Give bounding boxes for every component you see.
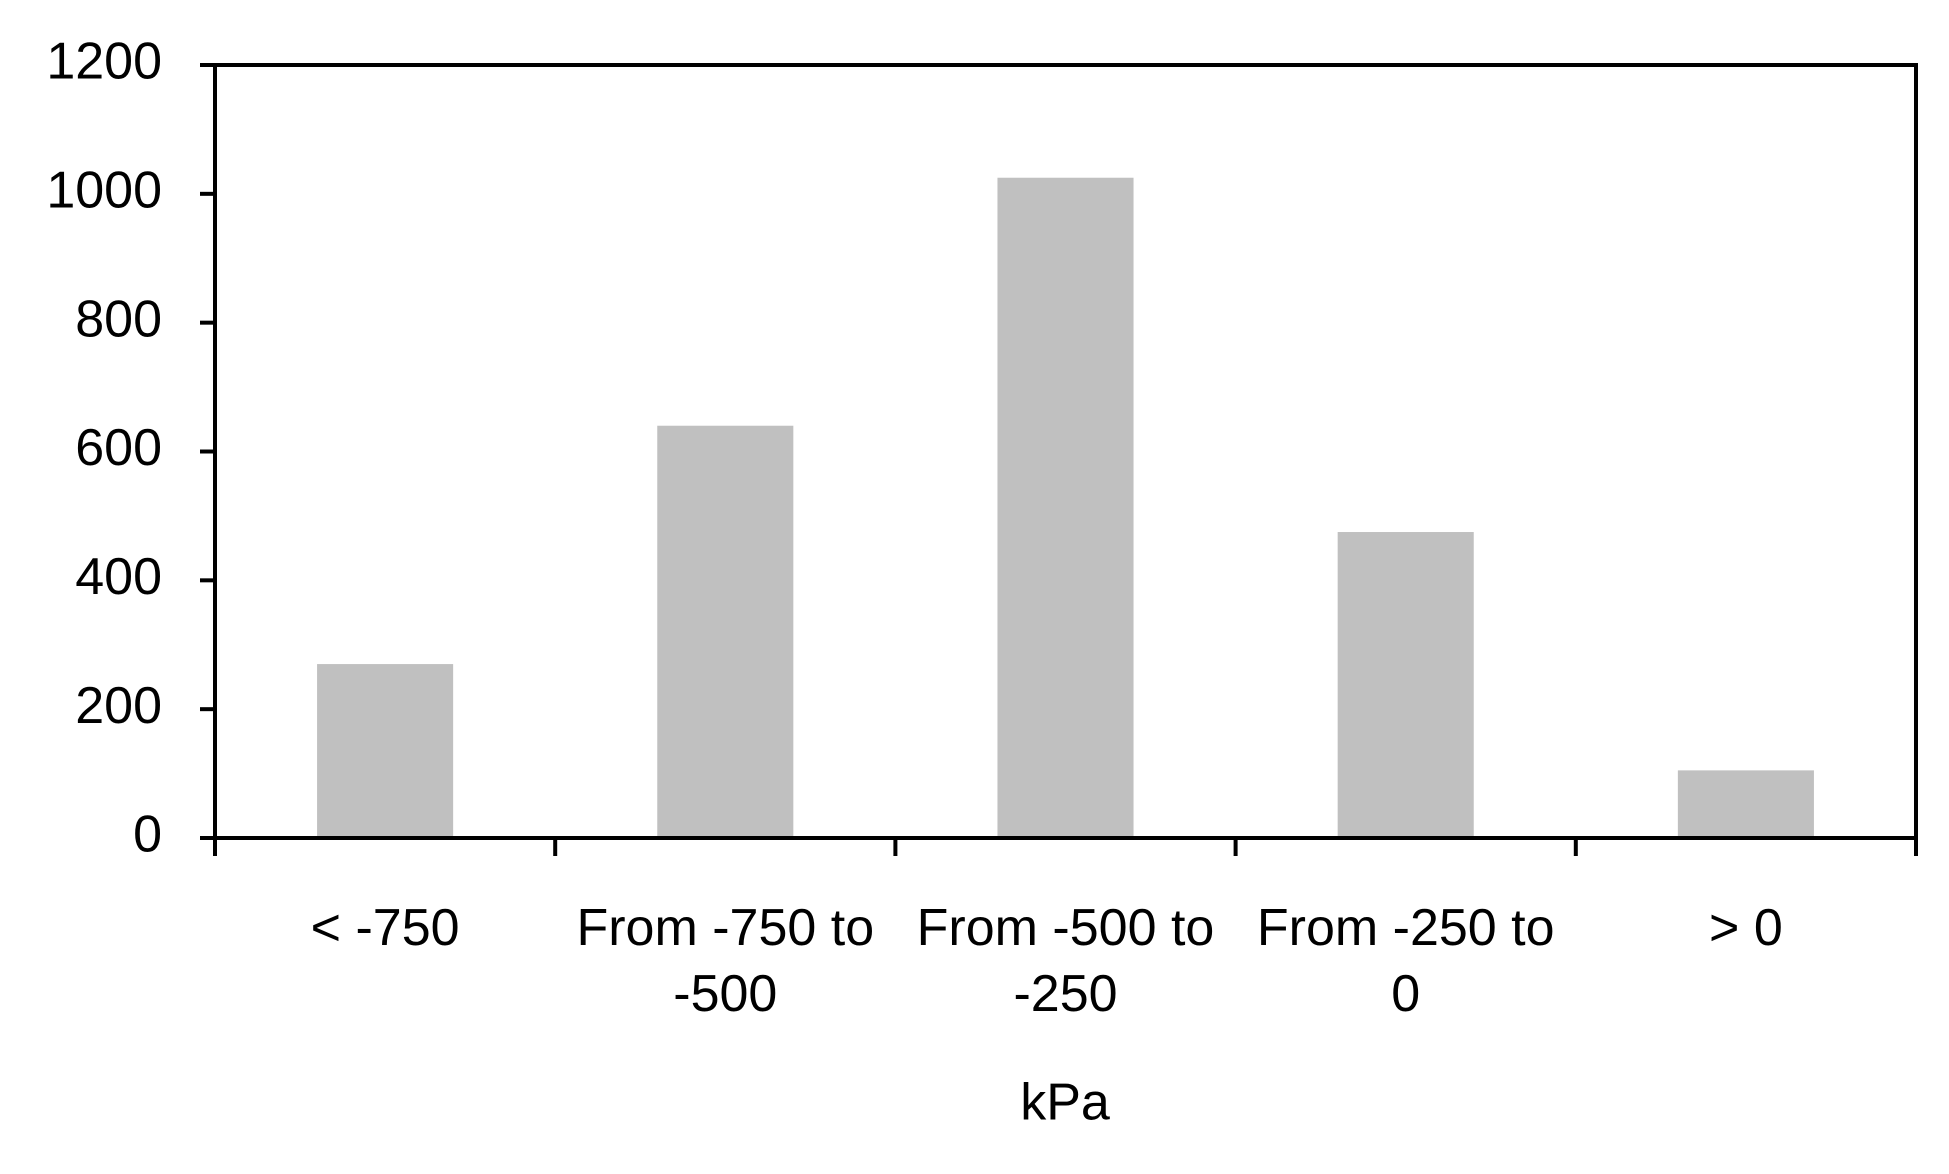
y-tick-label: 0 [133,806,162,864]
bar [1337,532,1474,838]
x-tick-label: From -750 to -500 [576,899,875,1023]
bar [1677,770,1814,838]
y-tick-label: 1200 [46,33,162,91]
bar [317,664,454,838]
x-tick-label: > 0 [1709,899,1783,957]
y-tick-label: 400 [75,548,162,606]
plot-frame [213,63,1918,840]
bar [657,425,794,838]
x-tick-label: From -500 to -250 [916,899,1215,1023]
x-tick-label: < -750 [310,899,460,957]
y-tick-label: 1000 [46,162,162,220]
x-tick-label: From -250 to 0 [1256,899,1555,1023]
y-tick-label: 800 [75,290,162,348]
bar [997,177,1134,838]
x-axis-label: kPa [1020,1074,1110,1132]
y-tick-label: 600 [75,419,162,477]
y-tick-label: 200 [75,677,162,735]
